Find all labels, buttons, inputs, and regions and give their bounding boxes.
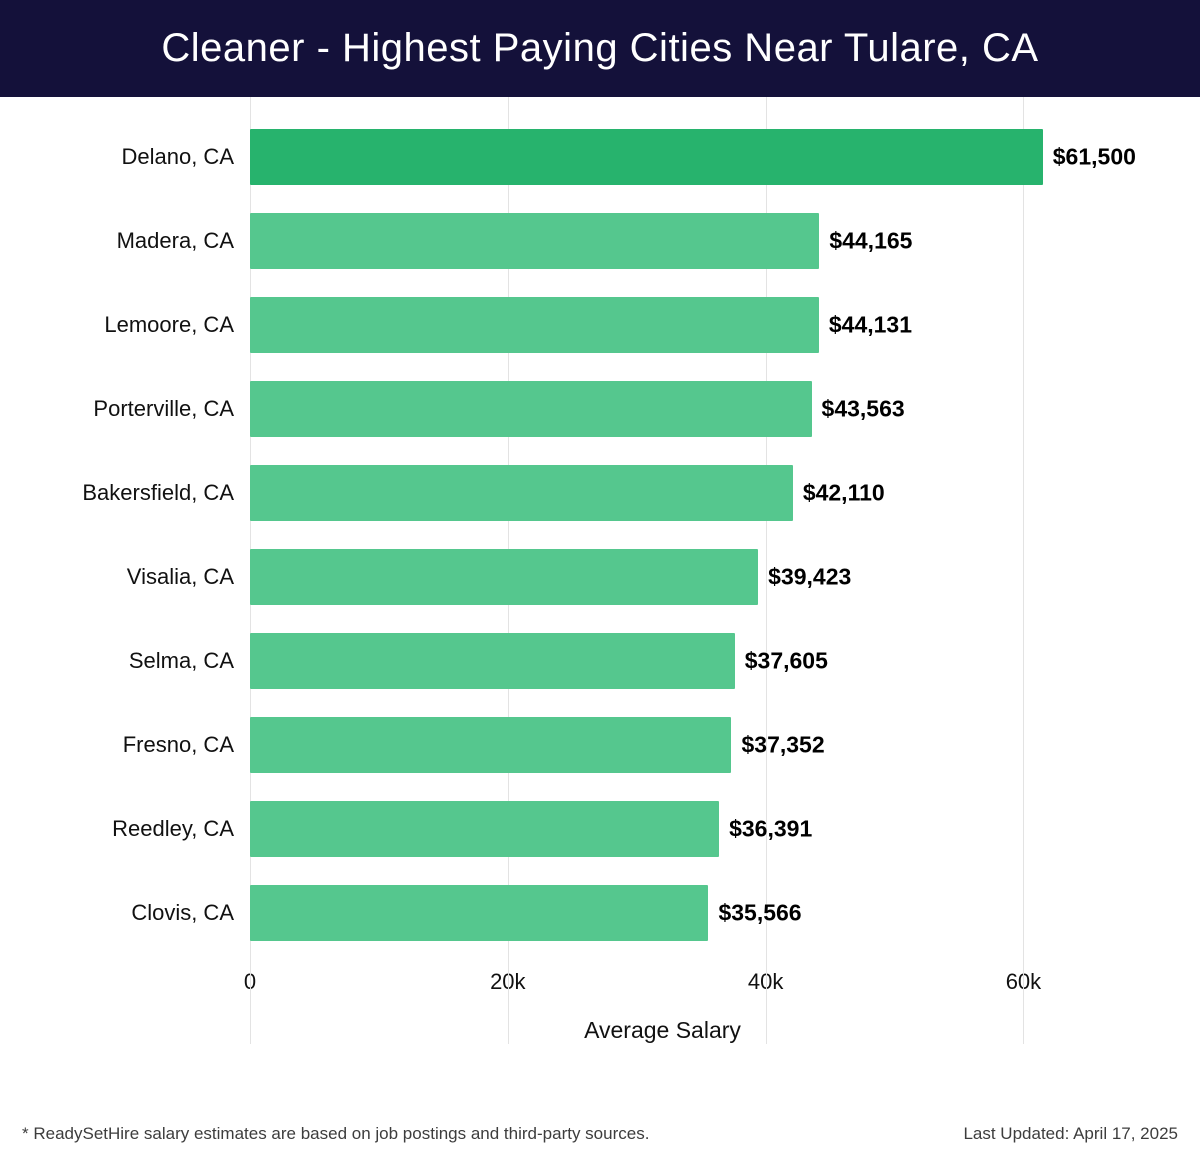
bar <box>250 381 812 437</box>
x-axis-title: Average Salary <box>584 1017 741 1043</box>
bar-track: $37,352 <box>250 717 1075 773</box>
bar-track: $42,110 <box>250 465 1075 521</box>
category-label: Reedley, CA <box>112 816 234 841</box>
bar <box>250 297 819 353</box>
bar-row: Bakersfield, CA $42,110 <box>0 451 1200 535</box>
gridline <box>1023 97 1025 1044</box>
bar <box>250 717 732 773</box>
value-label: $44,165 <box>829 227 913 254</box>
bar-row: Fresno, CA $37,352 <box>0 703 1200 787</box>
value-label: $42,110 <box>802 479 885 506</box>
value-label: $35,566 <box>718 899 802 926</box>
bar <box>250 213 820 269</box>
value-label: $37,352 <box>741 731 825 758</box>
value-label: $61,500 <box>1052 143 1136 170</box>
value-label: $37,605 <box>744 647 828 674</box>
category-label: Clovis, CA <box>131 900 234 925</box>
category-label: Selma, CA <box>128 648 234 673</box>
bar-track: $37,605 <box>250 633 1075 689</box>
bar-row: Madera, CA $44,165 <box>0 199 1200 283</box>
category-label: Fresno, CA <box>122 732 234 757</box>
bar-track: $44,131 <box>250 297 1075 353</box>
bar <box>250 801 720 857</box>
category-label: Porterville, CA <box>93 396 234 421</box>
bar-track: $61,500 <box>250 129 1136 185</box>
source-note: * ReadySetHire salary estimates are base… <box>22 1124 650 1143</box>
value-label: $36,391 <box>729 815 813 842</box>
bar-chart: Delano, CA $61,500 Madera, CA $44,165 Lemoor… <box>0 97 1200 1044</box>
bar-rows: Delano, CA $61,500 Madera, CA $44,165 Lemoor… <box>0 115 1200 955</box>
bar-track: $39,423 <box>250 549 1075 605</box>
category-label: Lemoore, CA <box>104 312 234 337</box>
gridline <box>765 97 767 1044</box>
category-label: Bakersfield, CA <box>82 480 234 505</box>
bar-row: Delano, CA $61,500 <box>0 115 1200 199</box>
category-label: Visalia, CA <box>126 564 234 589</box>
bar <box>250 885 709 941</box>
bar-row: Selma, CA $37,605 <box>0 619 1200 703</box>
bar-row: Porterville, CA $43,563 <box>0 367 1200 451</box>
header-bar: Cleaner - Highest Paying Cities Near Tul… <box>0 0 1200 97</box>
bar <box>250 129 1043 185</box>
bar-track: $43,563 <box>250 381 1075 437</box>
bar <box>250 633 735 689</box>
value-label: $39,423 <box>768 563 852 590</box>
last-updated: Last Updated: April 17, 2025 <box>963 1124 1178 1143</box>
bar <box>250 549 759 605</box>
page-title: Cleaner - Highest Paying Cities Near Tul… <box>161 26 1039 70</box>
bar-row: Reedley, CA $36,391 <box>0 787 1200 871</box>
bar-track: $36,391 <box>250 801 1075 857</box>
bar-row: Lemoore, CA $44,131 <box>0 283 1200 367</box>
bar-row: Visalia, CA $39,423 <box>0 535 1200 619</box>
value-label: $43,563 <box>821 395 905 422</box>
bar-track: $44,165 <box>250 213 1075 269</box>
bar-row: Clovis, CA $35,566 <box>0 871 1200 955</box>
value-label: $44,131 <box>828 311 913 338</box>
bar <box>250 465 793 521</box>
category-label: Delano, CA <box>121 144 234 169</box>
footer: * ReadySetHire salary estimates are base… <box>0 1124 1200 1144</box>
bar-track: $35,566 <box>250 885 1075 941</box>
category-label: Madera, CA <box>116 228 234 253</box>
